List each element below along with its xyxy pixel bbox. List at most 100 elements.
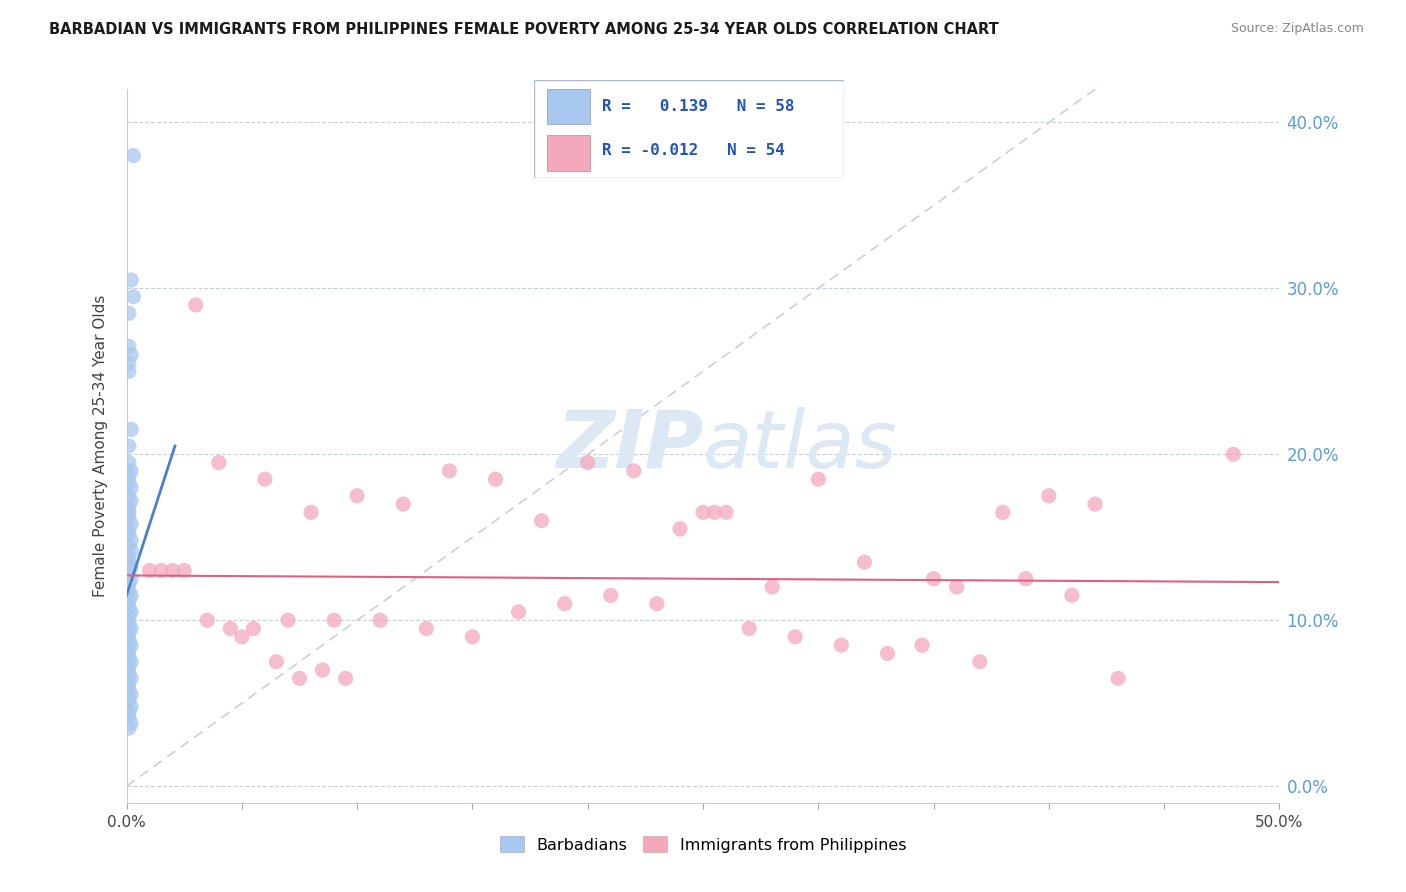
Point bbox=[945, 580, 967, 594]
Point bbox=[120, 638, 142, 652]
Point bbox=[599, 588, 621, 602]
Point bbox=[120, 655, 142, 669]
Point bbox=[323, 613, 346, 627]
Point bbox=[118, 599, 141, 614]
Point bbox=[530, 514, 553, 528]
Point bbox=[120, 481, 142, 495]
Point bbox=[231, 630, 253, 644]
Point bbox=[122, 290, 145, 304]
Point bbox=[118, 682, 141, 697]
Point bbox=[311, 663, 333, 677]
Point bbox=[138, 564, 160, 578]
Point bbox=[623, 464, 645, 478]
Legend: Barbadians, Immigrants from Philippines: Barbadians, Immigrants from Philippines bbox=[494, 830, 912, 859]
Point bbox=[1038, 489, 1060, 503]
Point bbox=[415, 622, 437, 636]
Y-axis label: Female Poverty Among 25-34 Year Olds: Female Poverty Among 25-34 Year Olds bbox=[93, 295, 108, 597]
Point bbox=[118, 527, 141, 541]
Point bbox=[184, 298, 207, 312]
Point bbox=[876, 647, 898, 661]
Point bbox=[118, 583, 141, 598]
Point bbox=[118, 626, 141, 640]
Point bbox=[669, 522, 692, 536]
Point bbox=[692, 505, 714, 519]
Point bbox=[120, 588, 142, 602]
Point bbox=[346, 489, 368, 503]
Point bbox=[785, 630, 807, 644]
Point bbox=[1222, 447, 1244, 461]
Point bbox=[118, 364, 141, 378]
Point bbox=[118, 550, 141, 565]
Point bbox=[911, 638, 934, 652]
Point bbox=[118, 456, 141, 470]
Point bbox=[738, 622, 761, 636]
Point bbox=[118, 555, 141, 569]
Point bbox=[118, 659, 141, 673]
Point bbox=[118, 693, 141, 707]
Point bbox=[253, 472, 276, 486]
Point bbox=[120, 688, 142, 702]
Point bbox=[120, 716, 142, 731]
Point bbox=[118, 610, 141, 624]
Point bbox=[118, 721, 141, 735]
Point bbox=[118, 705, 141, 719]
Point bbox=[554, 597, 576, 611]
FancyBboxPatch shape bbox=[547, 89, 591, 124]
Point bbox=[118, 468, 141, 483]
Point bbox=[508, 605, 530, 619]
Point bbox=[118, 356, 141, 370]
Point bbox=[439, 464, 461, 478]
Point bbox=[714, 505, 737, 519]
Point bbox=[761, 580, 783, 594]
Point bbox=[242, 622, 264, 636]
Point bbox=[576, 456, 599, 470]
Point bbox=[118, 593, 141, 607]
Point bbox=[991, 505, 1014, 519]
Point bbox=[120, 560, 142, 574]
Point bbox=[118, 510, 141, 524]
Point bbox=[162, 564, 184, 578]
Point bbox=[118, 306, 141, 320]
Point bbox=[118, 643, 141, 657]
Point bbox=[853, 555, 876, 569]
Point bbox=[277, 613, 299, 627]
Point bbox=[288, 671, 311, 685]
Point bbox=[120, 699, 142, 714]
Point bbox=[219, 622, 242, 636]
Point bbox=[118, 566, 141, 581]
Point bbox=[118, 339, 141, 353]
Point bbox=[118, 500, 141, 515]
Point bbox=[703, 505, 725, 519]
Point bbox=[120, 464, 142, 478]
Point bbox=[118, 649, 141, 664]
Point bbox=[118, 633, 141, 648]
Point bbox=[120, 543, 142, 558]
Point bbox=[969, 655, 991, 669]
Point bbox=[266, 655, 288, 669]
Point bbox=[1015, 572, 1038, 586]
Point bbox=[120, 422, 142, 436]
Point bbox=[118, 505, 141, 519]
Point bbox=[118, 539, 141, 553]
Point bbox=[118, 676, 141, 690]
Text: atlas: atlas bbox=[703, 407, 898, 485]
Point bbox=[830, 638, 852, 652]
Point bbox=[120, 622, 142, 636]
Point bbox=[120, 348, 142, 362]
Point bbox=[1060, 588, 1083, 602]
Point bbox=[1084, 497, 1107, 511]
Text: Source: ZipAtlas.com: Source: ZipAtlas.com bbox=[1230, 22, 1364, 36]
Text: R = -0.012   N = 54: R = -0.012 N = 54 bbox=[602, 144, 785, 159]
Point bbox=[118, 522, 141, 536]
Point bbox=[484, 472, 506, 486]
Point bbox=[120, 572, 142, 586]
Point bbox=[120, 273, 142, 287]
Point bbox=[120, 516, 142, 531]
Point bbox=[392, 497, 415, 511]
Point bbox=[1107, 671, 1129, 685]
FancyBboxPatch shape bbox=[534, 80, 844, 178]
Point bbox=[122, 148, 145, 162]
Point bbox=[807, 472, 830, 486]
Text: R =   0.139   N = 58: R = 0.139 N = 58 bbox=[602, 99, 794, 114]
Point bbox=[922, 572, 945, 586]
